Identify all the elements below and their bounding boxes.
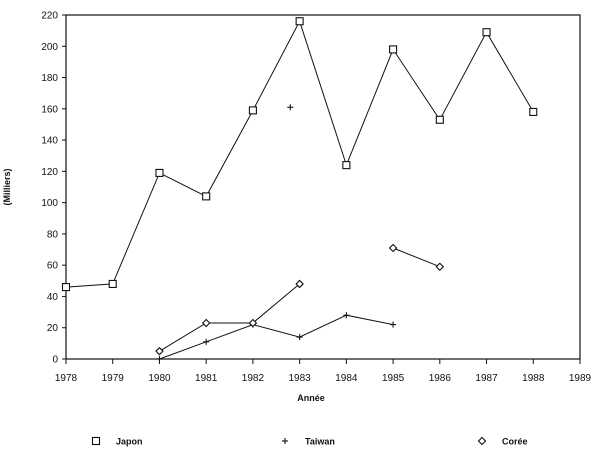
data-point-taiwan <box>390 321 397 328</box>
data-point-coree <box>388 243 398 253</box>
data-point-japon <box>342 161 351 170</box>
data-point-coree <box>295 279 304 289</box>
data-point-taiwan <box>296 334 303 341</box>
x-tick-label: 1979 <box>102 373 125 384</box>
y-axis-ticks: 0 20 40 60 80 100 120 140 160 180 200 220 <box>41 11 66 366</box>
plot-frame <box>65 14 581 360</box>
x-tick-label: 1982 <box>242 373 265 384</box>
y-tick-label: 60 <box>47 261 59 272</box>
y-tick-label: 140 <box>41 136 58 147</box>
series-taiwan <box>156 104 397 362</box>
data-point-japon <box>202 192 211 201</box>
x-tick-label: 1984 <box>335 373 358 384</box>
x-tick-label: 1988 <box>522 373 545 384</box>
series-coree <box>155 243 445 356</box>
data-point-japon <box>295 17 304 26</box>
legend-item-coree: Corée <box>477 436 528 447</box>
y-tick-label: 200 <box>41 42 58 53</box>
data-point-japon <box>61 283 71 292</box>
x-tick-label: 1987 <box>475 373 498 384</box>
y-tick-label: 160 <box>41 104 58 115</box>
data-point-taiwan <box>203 338 210 345</box>
series-line-japon <box>65 20 534 288</box>
y-tick-label: 0 <box>52 355 58 366</box>
legend-marker-taiwan <box>282 438 288 444</box>
data-point-japon <box>248 106 257 115</box>
legend-marker-japon <box>91 436 101 446</box>
data-point-japon <box>108 279 117 288</box>
y-tick-label: 20 <box>47 323 59 334</box>
y-axis-title: (Milliers) <box>2 168 12 205</box>
legend-label-taiwan: Taiwan <box>305 437 335 447</box>
data-point-taiwan <box>343 312 350 319</box>
x-tick-label: 1985 <box>382 373 405 384</box>
x-axis-ticks: 1978 1979 1980 1981 1982 1983 1984 1985 1986 1987… <box>55 359 592 384</box>
data-point-taiwan <box>287 104 294 111</box>
x-tick-label: 1989 <box>569 373 592 384</box>
x-tick-label: 1980 <box>148 373 171 384</box>
data-point-japon <box>435 115 444 124</box>
y-tick-label: 100 <box>41 198 58 209</box>
series-japon <box>61 17 538 292</box>
data-point-coree <box>155 346 164 356</box>
y-tick-label: 180 <box>41 73 58 84</box>
legend-item-taiwan: Taiwan <box>282 437 335 447</box>
data-point-japon <box>529 107 538 116</box>
y-tick-label: 80 <box>47 229 59 240</box>
data-point-coree <box>201 318 211 328</box>
data-point-coree <box>248 318 258 328</box>
series-line-taiwan <box>159 314 394 360</box>
legend-item-japon: Japon <box>91 436 143 447</box>
data-point-coree <box>435 262 445 272</box>
y-tick-label: 120 <box>41 167 58 178</box>
series-layer <box>61 17 538 362</box>
legend: Japon Taiwan Corée <box>91 436 528 447</box>
x-tick-label: 1983 <box>289 373 312 384</box>
data-point-japon <box>482 28 491 37</box>
legend-label-coree: Corée <box>502 437 528 447</box>
x-tick-label: 1978 <box>55 373 78 384</box>
legend-marker-coree <box>477 436 487 446</box>
series-line-coree <box>159 283 300 352</box>
x-tick-label: 1986 <box>429 373 452 384</box>
data-point-japon <box>389 45 398 54</box>
series-line-coree <box>392 247 440 268</box>
x-tick-label: 1981 <box>195 373 218 384</box>
data-point-taiwan <box>156 356 163 362</box>
legend-label-japon: Japon <box>116 437 143 447</box>
y-tick-label: 220 <box>41 11 58 22</box>
data-point-japon <box>155 168 164 177</box>
x-axis-title: Année <box>297 393 325 403</box>
y-tick-label: 40 <box>47 292 59 303</box>
